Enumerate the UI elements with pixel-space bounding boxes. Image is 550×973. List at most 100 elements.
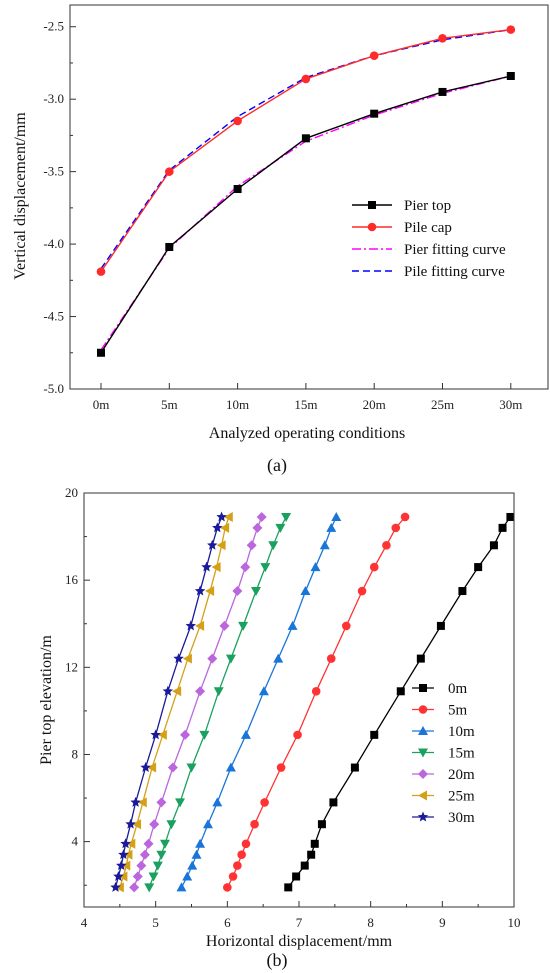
legend-marker [418,790,427,801]
series-10m-point [191,849,202,859]
y-tick-label-a: -3.0 [43,91,64,106]
x-tick-label-a: 0m [93,397,110,412]
x-tick-label-b: 8 [367,915,374,930]
x-tick-label-b: 5 [152,915,159,930]
series-0m-point [307,850,316,859]
series-10m-point [202,819,213,829]
series-15m-line [148,516,287,888]
series-5m-point [391,523,401,533]
series-15m-point [156,850,167,860]
x-tick-label-b: 9 [439,915,446,930]
legend-label: 15m [448,746,475,762]
chart-panel-b: 4 5 6 7 8 9 10 4 8 12 16 20 0m 5m 10m 15m 20m 25m 30m Hor… [38,485,521,971]
x-tick-label-b: 4 [81,915,88,930]
series-20m-point [143,838,154,849]
series-20m-point [252,522,263,533]
legend-marker [417,811,429,822]
x-tick-label-b: 6 [224,915,231,930]
series-25m-point [132,819,142,830]
series-30m-point [201,561,212,572]
data-point-pile-cap [506,25,516,34]
series-20m-line [133,516,263,888]
panel-label-a: (a) [267,455,287,476]
data-point-pile-cap [165,167,174,176]
series-5m-point [223,883,232,892]
data-point-pile-cap [233,116,242,126]
series-5m-point [260,798,269,807]
series-25m-point [126,838,136,849]
legend-marker [368,201,376,209]
series-10m-point [258,686,269,696]
series-30m-point [118,849,129,860]
series-10m-point [176,882,187,892]
series-10m-point [319,540,330,550]
series-0m-point [370,730,379,739]
series-0m-point [300,861,309,870]
legend-label: 20m [448,767,475,783]
series-0m-point [489,541,498,550]
legend-label: 30m [448,810,475,826]
y-tick-label-b: 16 [65,572,79,587]
data-point-pier-top [370,109,379,118]
x-tick-label-b: 10 [508,915,521,930]
series-25m-line [119,516,230,888]
series-25m-point [223,511,233,522]
series-5m-point [241,839,251,849]
series-25m-point [172,686,182,697]
series-20m-point [232,586,243,597]
series-15m-point [268,541,279,551]
series-25m-point [205,586,215,597]
legend-a: Pier top Pile cap Pier fitting curve Pile f… [352,198,506,280]
series-15m-point [199,730,210,740]
series-10m-point [331,511,342,521]
series-5m-point [237,850,246,860]
series-20m-point [132,871,143,882]
series-30m-point [110,881,121,892]
series-30m-point [173,653,184,664]
data-point-pier-top [165,242,174,251]
series-0m-point [506,512,515,521]
series-30m-point [185,620,197,631]
series-10m-point [287,620,298,630]
series-25m-point [137,797,147,808]
series-5m-point [233,861,242,870]
legend-marker [418,705,428,714]
series-25m-point [220,522,230,533]
x-axis-title-a: Analyzed operating conditions [209,425,405,442]
series-30m-point [216,511,227,522]
series-5m-point [382,540,391,550]
legend-label: Pier top [404,198,451,214]
y-axis-title-a: Vertical displacement/mm [12,112,29,280]
series-20m-point [139,849,150,860]
series-0m-point [329,798,338,807]
y-tick-label-b: 20 [65,485,78,500]
legend-label: 10m [448,724,475,740]
y-tick-label-a: -4.5 [43,309,64,324]
series-20m-point [156,797,167,808]
x-tick-label-a: 5m [161,397,178,412]
series-30m-point [207,539,218,550]
series-15m-point [238,621,249,631]
y-tick-label-a: -3.5 [43,164,64,179]
legend-marker [419,684,427,692]
legend-marker [418,769,428,779]
series-30m-point [116,860,127,871]
series-0m-point [350,763,359,772]
x-tick-label-a: 25m [431,397,454,412]
plot-frame-b [83,492,515,908]
series-0m-point [416,654,425,663]
data-point-pier-top [301,134,310,143]
x-tick-label-a: 10m [226,397,249,412]
series-25m-point [211,562,221,573]
series-15m-point [152,861,163,871]
series-0m-point [310,839,319,848]
series-0m-point [317,820,326,829]
series-20m-point [180,729,191,740]
series-25m-point [114,882,124,893]
series-25m-point [118,871,128,882]
series-15m-point [281,512,292,522]
data-point-pier-top [438,87,447,96]
series-15m-point [159,839,170,849]
legend-label: Pile fitting curve [404,264,505,280]
series-10m-point [212,797,223,807]
